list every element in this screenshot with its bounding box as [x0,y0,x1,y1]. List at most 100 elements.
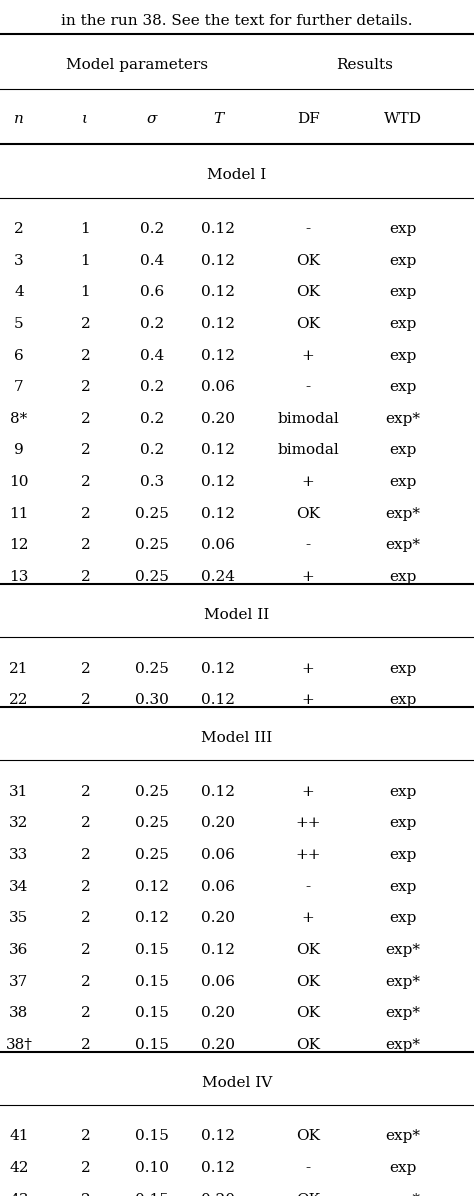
Text: 0.12: 0.12 [201,444,235,457]
Text: 0.15: 0.15 [135,1006,169,1020]
Text: 0.24: 0.24 [201,569,235,584]
Text: ++: ++ [295,848,321,862]
Text: 0.30: 0.30 [135,694,169,707]
Text: 0.4: 0.4 [139,254,164,268]
Text: 2: 2 [81,694,90,707]
Text: 41: 41 [9,1129,29,1143]
Text: exp*: exp* [385,507,420,520]
Text: 2: 2 [81,475,90,489]
Text: 0.12: 0.12 [135,880,169,893]
Text: 0.20: 0.20 [201,817,235,830]
Text: 0.06: 0.06 [201,975,235,989]
Text: 0.3: 0.3 [140,475,164,489]
Text: OK: OK [296,1192,320,1196]
Text: exp: exp [389,1161,417,1174]
Text: 0.6: 0.6 [139,286,164,299]
Text: bimodal: bimodal [277,411,339,426]
Text: exp*: exp* [385,975,420,989]
Text: exp*: exp* [385,1038,420,1051]
Text: DF: DF [297,111,319,126]
Text: 2: 2 [81,785,90,799]
Text: 43: 43 [9,1192,28,1196]
Text: OK: OK [296,1038,320,1051]
Text: 9: 9 [14,444,24,457]
Text: n: n [14,111,24,126]
Text: OK: OK [296,286,320,299]
Text: OK: OK [296,942,320,957]
Text: ι: ι [82,111,88,126]
Text: exp: exp [389,254,417,268]
Text: 0.20: 0.20 [201,411,235,426]
Text: 0.12: 0.12 [201,1161,235,1174]
Text: exp: exp [389,785,417,799]
Text: 2: 2 [81,317,90,331]
Text: 0.12: 0.12 [201,222,235,236]
Text: exp*: exp* [385,1129,420,1143]
Text: 0.25: 0.25 [135,661,169,676]
Text: 0.12: 0.12 [201,254,235,268]
Text: 0.12: 0.12 [135,911,169,926]
Text: +: + [302,475,314,489]
Text: Model I: Model I [207,169,266,182]
Text: 2: 2 [81,411,90,426]
Text: 2: 2 [81,1161,90,1174]
Text: 2: 2 [81,569,90,584]
Text: 1: 1 [81,222,90,236]
Text: 0.12: 0.12 [201,694,235,707]
Text: OK: OK [296,1129,320,1143]
Text: exp: exp [389,444,417,457]
Text: 0.2: 0.2 [139,411,164,426]
Text: exp: exp [389,569,417,584]
Text: 31: 31 [9,785,28,799]
Text: 0.2: 0.2 [139,380,164,395]
Text: 0.15: 0.15 [135,942,169,957]
Text: 2: 2 [81,538,90,553]
Text: 0.15: 0.15 [135,1129,169,1143]
Text: exp: exp [389,317,417,331]
Text: 0.25: 0.25 [135,817,169,830]
Text: Results: Results [337,59,393,72]
Text: exp: exp [389,348,417,362]
Text: 0.12: 0.12 [201,942,235,957]
Text: 2: 2 [81,348,90,362]
Text: 2: 2 [81,942,90,957]
Text: 2: 2 [81,1006,90,1020]
Text: exp*: exp* [385,411,420,426]
Text: 2: 2 [81,817,90,830]
Text: Model parameters: Model parameters [66,59,209,72]
Text: 1: 1 [81,254,90,268]
Text: 0.15: 0.15 [135,975,169,989]
Text: 1: 1 [81,286,90,299]
Text: in the run 38. See the text for further details.: in the run 38. See the text for further … [61,13,413,28]
Text: 0.12: 0.12 [201,661,235,676]
Text: +: + [302,661,314,676]
Text: 0.12: 0.12 [201,475,235,489]
Text: 0.15: 0.15 [135,1038,169,1051]
Text: -: - [306,1161,310,1174]
Text: OK: OK [296,254,320,268]
Text: +: + [302,569,314,584]
Text: 0.12: 0.12 [201,317,235,331]
Text: exp*: exp* [385,1192,420,1196]
Text: exp: exp [389,286,417,299]
Text: bimodal: bimodal [277,444,339,457]
Text: 0.12: 0.12 [201,507,235,520]
Text: 7: 7 [14,380,24,395]
Text: ++: ++ [295,817,321,830]
Text: 0.20: 0.20 [201,1038,235,1051]
Text: exp: exp [389,817,417,830]
Text: 4: 4 [14,286,24,299]
Text: 0.06: 0.06 [201,848,235,862]
Text: 0.10: 0.10 [135,1161,169,1174]
Text: +: + [302,911,314,926]
Text: exp*: exp* [385,538,420,553]
Text: -: - [306,538,310,553]
Text: 2: 2 [81,1192,90,1196]
Text: -: - [306,380,310,395]
Text: exp*: exp* [385,942,420,957]
Text: 2: 2 [81,848,90,862]
Text: OK: OK [296,317,320,331]
Text: 21: 21 [9,661,29,676]
Text: 2: 2 [81,661,90,676]
Text: exp: exp [389,911,417,926]
